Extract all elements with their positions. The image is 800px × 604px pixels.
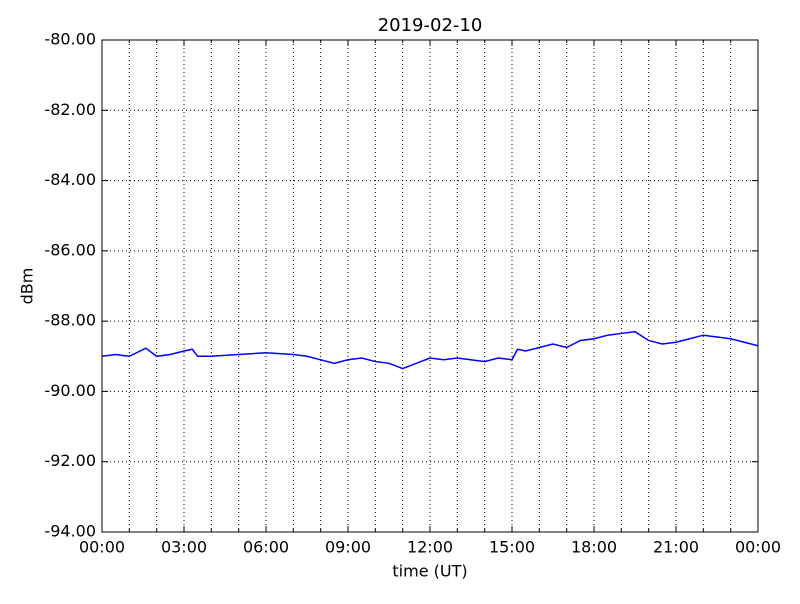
x-tick-label: 00:00 [735, 538, 781, 557]
chart-title: 2019-02-10 [378, 15, 483, 36]
y-tick-label: -80.00 [44, 30, 96, 49]
x-tick-label: 06:00 [243, 538, 289, 557]
x-tick-label: 12:00 [407, 538, 453, 557]
x-axis-label: time (UT) [392, 562, 467, 581]
x-tick-label: 15:00 [489, 538, 535, 557]
x-tick-label: 21:00 [653, 538, 699, 557]
y-tick-label: -90.00 [44, 381, 96, 400]
x-tick-label: 03:00 [161, 538, 207, 557]
plot-frame [101, 39, 759, 533]
x-tick-label: 18:00 [571, 538, 617, 557]
y-tick-label: -88.00 [44, 311, 96, 330]
x-tick-label: 00:00 [79, 538, 125, 557]
y-axis-label: dBm [18, 268, 37, 305]
data-line [101, 330, 759, 370]
y-tick-label: -92.00 [44, 451, 96, 470]
y-tick-label: -94.00 [44, 522, 96, 541]
y-tick-label: -82.00 [44, 100, 96, 119]
y-tick-label: -84.00 [44, 170, 96, 189]
y-tick-label: -86.00 [44, 240, 96, 259]
x-tick-label: 09:00 [325, 538, 371, 557]
